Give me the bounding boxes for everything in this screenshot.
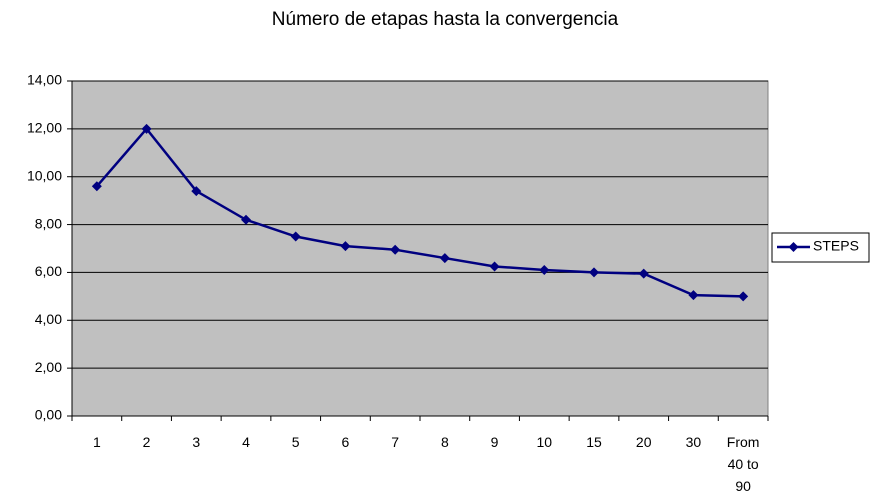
x-tick-label-box: 8 xyxy=(440,434,449,450)
x-tick-label-box: 6 xyxy=(341,434,350,450)
x-tick-label-box: 1 xyxy=(92,434,101,450)
x-tick-label-box: From 40 to 90 xyxy=(726,434,760,494)
data-point xyxy=(738,291,749,302)
x-tick-label: 30 xyxy=(685,434,702,450)
y-tick-label: 6,00 xyxy=(35,263,62,279)
data-point xyxy=(241,214,251,225)
data-point xyxy=(439,253,450,264)
x-tick-label-box: 2 xyxy=(142,434,151,450)
data-point xyxy=(589,267,599,278)
x-tick-label: 8 xyxy=(440,434,449,450)
x-tick-label-box: 7 xyxy=(391,434,400,450)
data-point xyxy=(340,241,351,252)
legend-label: STEPS xyxy=(813,238,859,254)
plot-area xyxy=(71,80,769,417)
x-tick-label: 9 xyxy=(490,434,499,450)
data-point xyxy=(638,268,649,279)
data-point xyxy=(390,244,401,255)
x-tick-label-box: 9 xyxy=(490,434,499,450)
x-tick-label: 2 xyxy=(142,434,151,450)
x-tick-label: 10 xyxy=(536,434,553,450)
chart-title: Número de etapas hasta la convergencia xyxy=(272,9,619,30)
x-tick-label-box: 20 xyxy=(635,434,652,450)
data-point xyxy=(290,231,301,242)
x-tick-label: 6 xyxy=(341,434,350,450)
y-tick-label: 12,00 xyxy=(27,120,62,136)
x-tick-label-box: 4 xyxy=(242,434,250,450)
x-tick-label-box: 3 xyxy=(192,434,201,450)
y-tick-label: 10,00 xyxy=(27,167,62,183)
x-tick-label-box: 30 xyxy=(685,434,702,450)
y-tick-label: 0,00 xyxy=(35,407,62,423)
y-tick-label: 2,00 xyxy=(35,359,62,375)
data-point xyxy=(91,181,102,192)
x-tick-label: 3 xyxy=(192,434,201,450)
data-point xyxy=(141,123,152,134)
x-tick-label-box: 10 xyxy=(536,434,553,450)
legend-marker xyxy=(788,242,799,252)
x-tick-label: 20 xyxy=(635,434,652,450)
y-tick-label: 8,00 xyxy=(35,215,62,231)
x-tick-label: 15 xyxy=(586,434,602,450)
series-line xyxy=(95,126,744,298)
x-tick-label: 7 xyxy=(391,434,400,450)
data-point xyxy=(489,261,500,272)
x-tick-label: 5 xyxy=(291,434,300,450)
data-point xyxy=(539,265,550,276)
x-tick-label: 1 xyxy=(92,434,101,450)
x-tick-label-box: 15 xyxy=(586,434,602,450)
x-tick-label: 4 xyxy=(242,434,250,450)
y-tick-label: 14,00 xyxy=(27,72,62,88)
y-tick-label: 4,00 xyxy=(35,311,62,327)
x-tick-label: From 40 to 90 xyxy=(726,434,760,494)
x-tick-label-box: 5 xyxy=(291,434,300,450)
data-point xyxy=(191,186,202,197)
data-point xyxy=(688,290,699,301)
